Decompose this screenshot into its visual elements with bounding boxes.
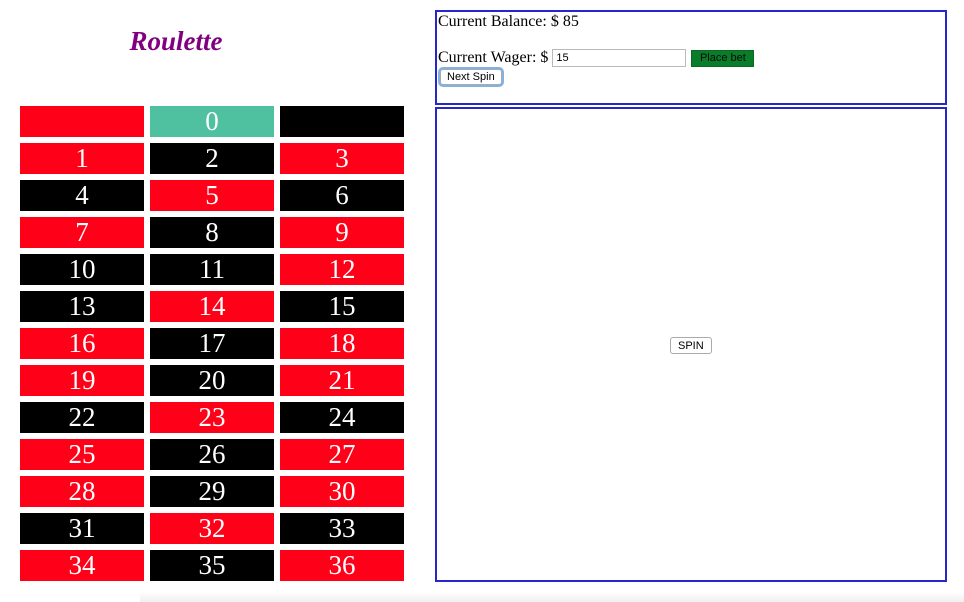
number-cell-4[interactable]: 4	[20, 180, 144, 211]
number-cell-3[interactable]: 3	[280, 143, 404, 174]
number-cell-11[interactable]: 11	[150, 254, 274, 285]
roulette-board: 0 1 2 3 4 5 6 7 8 9 10 11 12 13 14 15 16 17 18 19 20 21 22 23 24…	[20, 106, 404, 581]
number-cell-9[interactable]: 9	[280, 217, 404, 248]
bet-panel: Current Balance: $ 85 Current Wager: $ P…	[435, 10, 947, 105]
spin-button[interactable]: SPIN	[670, 337, 712, 354]
number-cell-17[interactable]: 17	[150, 328, 274, 359]
number-cell-20[interactable]: 20	[150, 365, 274, 396]
number-cell-13[interactable]: 13	[20, 291, 144, 322]
number-cell-28[interactable]: 28	[20, 476, 144, 507]
number-cell-33[interactable]: 33	[280, 513, 404, 544]
number-cell-31[interactable]: 31	[20, 513, 144, 544]
number-cell-16[interactable]: 16	[20, 328, 144, 359]
number-cell-21[interactable]: 21	[280, 365, 404, 396]
place-bet-button[interactable]: Place bet	[691, 49, 755, 67]
number-cell-29[interactable]: 29	[150, 476, 274, 507]
number-cell-36[interactable]: 36	[280, 550, 404, 581]
page-title: Roulette	[129, 26, 223, 56]
number-cell-5[interactable]: 5	[150, 180, 274, 211]
wager-label: Current Wager: $	[438, 49, 549, 66]
number-cell-15[interactable]: 15	[280, 291, 404, 322]
number-cell-6[interactable]: 6	[280, 180, 404, 211]
number-cell-27[interactable]: 27	[280, 439, 404, 470]
number-cell-0[interactable]: 0	[150, 106, 274, 137]
wheel-panel: SPIN	[435, 107, 947, 582]
current-balance: Current Balance: $ 85	[438, 13, 579, 30]
number-cell-1[interactable]: 1	[20, 143, 144, 174]
number-cell-23[interactable]: 23	[150, 402, 274, 433]
number-cell-19[interactable]: 19	[20, 365, 144, 396]
number-cell-12[interactable]: 12	[280, 254, 404, 285]
number-cell-34[interactable]: 34	[20, 550, 144, 581]
footer-shadow	[140, 592, 964, 602]
number-cell-7[interactable]: 7	[20, 217, 144, 248]
blank-cell[interactable]	[280, 106, 404, 137]
number-cell-24[interactable]: 24	[280, 402, 404, 433]
number-cell-10[interactable]: 10	[20, 254, 144, 285]
number-cell-32[interactable]: 32	[150, 513, 274, 544]
number-cell-14[interactable]: 14	[150, 291, 274, 322]
number-cell-22[interactable]: 22	[20, 402, 144, 433]
wager-input[interactable]	[552, 49, 687, 67]
blank-cell[interactable]	[20, 106, 144, 137]
wager-row: Current Wager: $ Place bet	[438, 49, 755, 67]
number-cell-35[interactable]: 35	[150, 550, 274, 581]
number-cell-30[interactable]: 30	[280, 476, 404, 507]
number-cell-26[interactable]: 26	[150, 439, 274, 470]
number-cell-25[interactable]: 25	[20, 439, 144, 470]
number-cell-18[interactable]: 18	[280, 328, 404, 359]
next-spin-button[interactable]: Next Spin	[440, 69, 502, 85]
number-cell-8[interactable]: 8	[150, 217, 274, 248]
number-cell-2[interactable]: 2	[150, 143, 274, 174]
